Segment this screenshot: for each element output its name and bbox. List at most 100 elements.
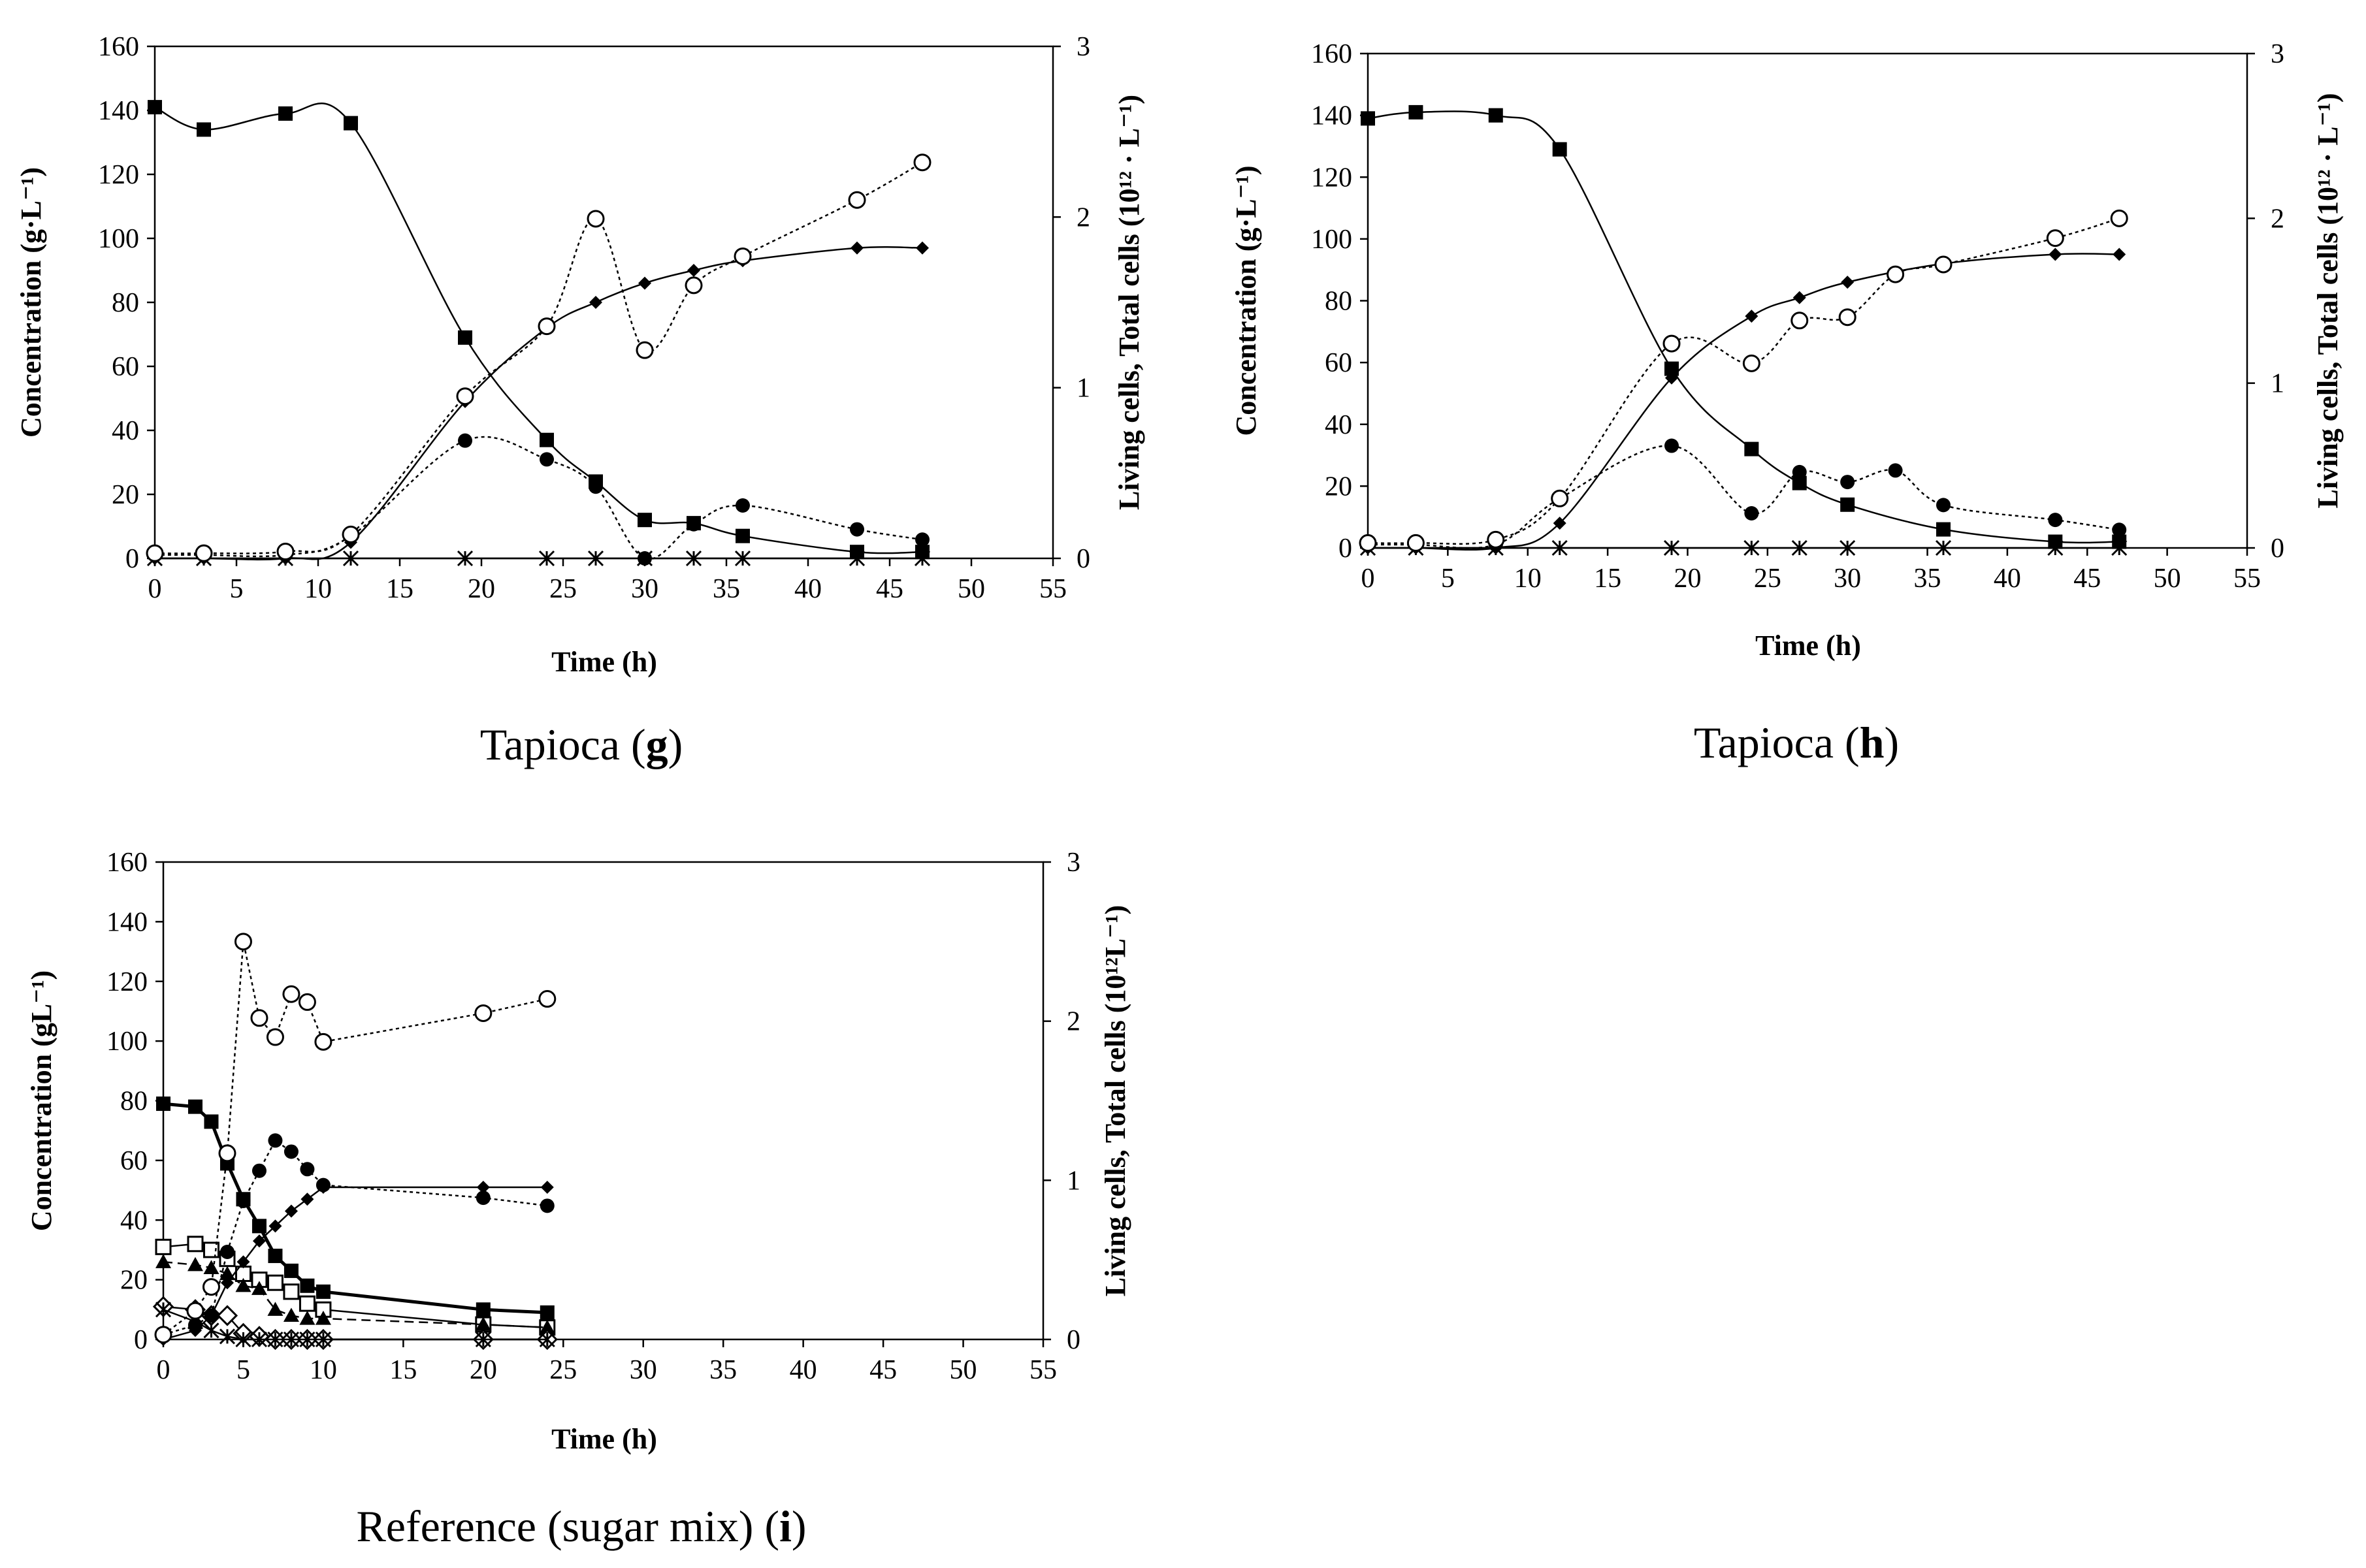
x-tick-label: 45 — [2073, 564, 2101, 594]
caption-letter: h — [1860, 718, 1885, 767]
left-y-tick-label: 80 — [112, 288, 139, 318]
left-y-tick-label: 160 — [98, 32, 139, 62]
data-point — [1792, 475, 1807, 490]
series-line — [163, 1102, 547, 1315]
data-point — [848, 191, 866, 209]
series-sugar-component-3 — [152, 1296, 558, 1351]
data-point — [203, 1322, 219, 1339]
data-point — [736, 528, 750, 543]
data-point — [236, 1194, 251, 1209]
left-y-tick-label: 0 — [1338, 534, 1352, 564]
data-point — [1934, 255, 1953, 274]
right-y-tick-label: 2 — [2271, 204, 2284, 234]
data-point — [587, 550, 604, 567]
series-sugar-component-2 — [155, 1254, 555, 1334]
left-y-axis-label: Concentration (g·L⁻¹) — [15, 167, 47, 438]
data-point — [1406, 534, 1425, 552]
data-point — [315, 1331, 331, 1348]
x-tick-label: 45 — [876, 574, 903, 604]
chart-caption: Tapioca (g) — [480, 720, 683, 769]
x-tick-label: 10 — [1514, 564, 1542, 594]
data-point — [216, 1305, 238, 1326]
data-point — [2111, 539, 2128, 556]
data-point — [1487, 530, 1505, 549]
data-point — [736, 498, 750, 513]
series-line — [1368, 253, 2120, 551]
data-point — [2046, 229, 2064, 248]
data-point — [197, 122, 211, 137]
caption-letter: i — [779, 1501, 792, 1551]
data-point — [1839, 539, 1856, 556]
data-point — [1887, 265, 1905, 283]
data-point — [344, 116, 358, 131]
x-tick-label: 0 — [148, 574, 162, 604]
data-point — [1361, 111, 1375, 126]
caption-text: Tapioca ( — [480, 720, 646, 769]
data-point — [298, 993, 316, 1011]
data-point — [284, 1204, 298, 1218]
data-point — [235, 1331, 251, 1348]
data-point — [540, 1198, 555, 1213]
data-point — [300, 1192, 314, 1206]
data-point — [218, 1144, 236, 1162]
data-point — [1408, 104, 1423, 120]
left-y-tick-label: 80 — [120, 1087, 148, 1117]
data-point — [299, 1295, 316, 1312]
left-y-tick-label: 160 — [1311, 39, 1352, 69]
left-y-tick-label: 120 — [1311, 163, 1352, 193]
data-point — [203, 1241, 219, 1258]
chart-panel-g: Time (h) Concentration (g·L⁻¹) Living ce… — [15, 32, 1145, 769]
data-point — [850, 522, 864, 537]
x-tick-label: 55 — [1039, 574, 1067, 604]
x-tick-label: 25 — [1754, 564, 1781, 594]
chart-caption: Reference (sugar mix) (i) — [356, 1501, 806, 1551]
data-point — [1791, 312, 1809, 330]
series-ethanol — [1361, 248, 2126, 554]
caption-letter: g — [646, 720, 668, 769]
x-tick-label: 35 — [709, 1355, 737, 1385]
data-point — [219, 1244, 235, 1259]
x-tick-label: 15 — [389, 1355, 417, 1385]
x-tick-label: 30 — [631, 574, 658, 604]
data-point — [851, 241, 864, 255]
data-point — [220, 1276, 234, 1290]
data-point — [278, 106, 293, 121]
series-line — [163, 941, 548, 1336]
caption-text: Tapioca ( — [1694, 718, 1860, 767]
data-point — [2110, 209, 2128, 227]
data-point — [300, 1162, 315, 1177]
caption-text: Reference (sugar mix) ( — [356, 1501, 779, 1551]
data-point — [1935, 539, 1952, 556]
data-point — [252, 1234, 266, 1248]
series-line — [154, 161, 923, 554]
data-point — [539, 1319, 555, 1334]
data-point — [283, 1307, 299, 1322]
data-point — [284, 1144, 299, 1159]
right-y-tick-label: 1 — [2271, 369, 2284, 399]
chart-panel-h: Time (h) Concentration (g·L⁻¹) Living ce… — [1230, 39, 2344, 767]
data-point — [538, 317, 556, 336]
left-y-tick-label: 120 — [106, 967, 148, 997]
data-point — [1664, 361, 1679, 376]
data-point — [1792, 291, 1806, 304]
data-point — [276, 543, 295, 561]
data-point — [1936, 498, 1951, 513]
data-point — [1791, 539, 1807, 556]
data-point — [1662, 334, 1681, 353]
series-ethanol — [148, 241, 929, 565]
series-line — [1367, 445, 2120, 549]
data-point — [587, 210, 605, 228]
data-point — [1551, 489, 1569, 507]
x-tick-label: 5 — [230, 574, 244, 604]
data-point — [1745, 310, 1758, 323]
data-point — [734, 550, 751, 567]
data-point — [204, 1308, 219, 1323]
data-point — [1841, 276, 1855, 289]
plot-frame — [1367, 52, 2248, 549]
x-tick-label: 20 — [468, 574, 495, 604]
right-y-tick-label: 2 — [1067, 1007, 1080, 1037]
right-y-tick-label: 1 — [1077, 374, 1090, 404]
data-point — [187, 1318, 203, 1333]
right-y-axis-label: Living cells, Total cells (10¹² · L⁻¹) — [1113, 95, 1145, 510]
data-point — [638, 513, 652, 528]
